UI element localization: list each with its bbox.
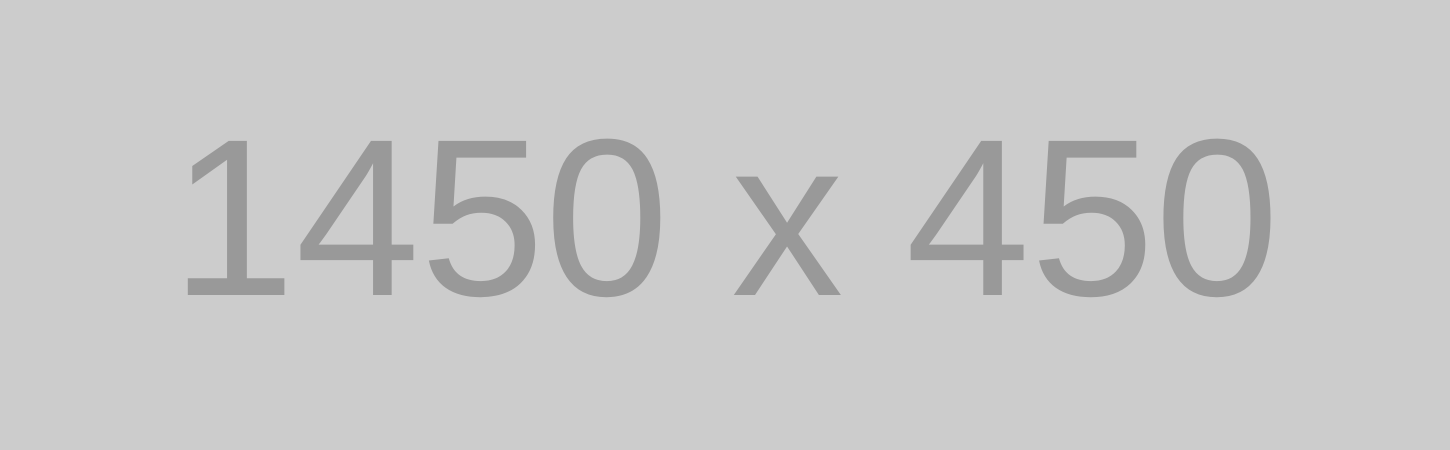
dimensions-label: 1450 x 450 [170,93,1280,343]
